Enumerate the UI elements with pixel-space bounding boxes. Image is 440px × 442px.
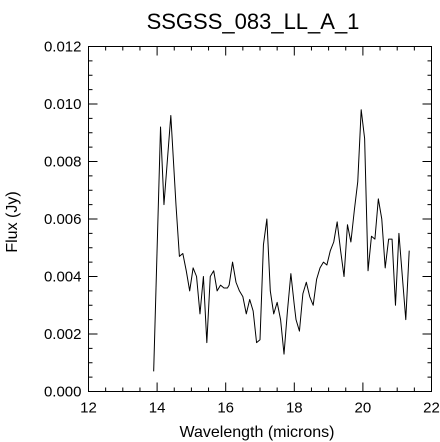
flux-series-line xyxy=(153,109,410,372)
x-tick-label: 22 xyxy=(423,400,440,417)
x-tick-label: 18 xyxy=(286,400,303,417)
chart-title: SSGSS_083_LL_A_1 xyxy=(147,9,360,34)
y-tick-label: 0.012 xyxy=(44,39,82,56)
y-axis-ticks: 0.000 0.002 0.004 0.006 0.008 0.010 0.012 xyxy=(44,39,432,401)
y-axis-label: Flux (Jy) xyxy=(4,191,21,252)
x-tick-label: 12 xyxy=(80,400,97,417)
x-tick-label: 20 xyxy=(355,400,372,417)
y-tick-label: 0.008 xyxy=(44,154,82,171)
x-axis-ticks: 12 14 16 18 20 22 xyxy=(80,46,440,417)
y-tick-label: 0.010 xyxy=(44,96,82,113)
y-tick-label: 0.006 xyxy=(44,211,82,228)
x-axis-label: Wavelength (microns) xyxy=(179,424,334,441)
y-tick-label: 0.000 xyxy=(44,384,82,401)
y-tick-label: 0.002 xyxy=(44,326,82,343)
y-tick-label: 0.004 xyxy=(44,269,82,286)
x-tick-label: 14 xyxy=(149,400,166,417)
x-tick-label: 16 xyxy=(217,400,234,417)
